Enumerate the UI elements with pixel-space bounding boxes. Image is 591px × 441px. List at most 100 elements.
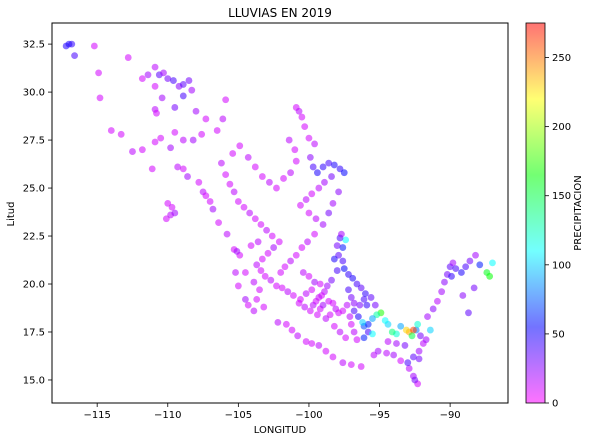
data-point bbox=[148, 165, 156, 173]
data-point bbox=[367, 294, 375, 301]
data-point bbox=[350, 307, 358, 315]
data-point bbox=[415, 355, 423, 363]
y-tick-label: 22.5 bbox=[23, 232, 45, 243]
data-point bbox=[404, 359, 412, 367]
data-point bbox=[251, 163, 259, 171]
data-point bbox=[151, 82, 159, 90]
data-point bbox=[138, 75, 146, 83]
data-point bbox=[257, 267, 265, 274]
data-point bbox=[458, 269, 465, 276]
data-point bbox=[338, 230, 345, 238]
data-point bbox=[363, 301, 371, 309]
data-points bbox=[62, 40, 496, 388]
data-point bbox=[297, 201, 304, 209]
data-point bbox=[179, 165, 187, 173]
data-point bbox=[295, 107, 303, 115]
data-point bbox=[424, 313, 431, 321]
data-point bbox=[305, 272, 313, 280]
data-point bbox=[153, 109, 160, 117]
data-point bbox=[459, 292, 467, 299]
data-point bbox=[345, 271, 352, 278]
data-point bbox=[340, 169, 348, 177]
data-point bbox=[374, 347, 382, 355]
y-tick-label: 20.0 bbox=[23, 280, 45, 291]
data-point bbox=[319, 163, 327, 171]
data-point bbox=[236, 142, 244, 150]
x-tick-label: −105 bbox=[225, 410, 252, 421]
data-point bbox=[369, 315, 376, 322]
data-point bbox=[415, 347, 423, 355]
data-point bbox=[462, 263, 470, 271]
data-point bbox=[434, 297, 441, 305]
colorbar-tick-label: 100 bbox=[552, 260, 571, 271]
data-point bbox=[342, 236, 350, 244]
data-point bbox=[234, 282, 242, 290]
x-axis: −115 −110 −105 −100 −95 −90 bbox=[83, 403, 461, 421]
colorbar-tick-label: 50 bbox=[552, 329, 565, 340]
data-point bbox=[292, 251, 300, 259]
data-point bbox=[470, 284, 478, 292]
data-point bbox=[174, 163, 182, 171]
data-point bbox=[335, 188, 342, 196]
data-point bbox=[486, 272, 494, 280]
data-point bbox=[107, 127, 115, 134]
data-point bbox=[171, 104, 179, 111]
data-point bbox=[340, 265, 348, 273]
data-point bbox=[275, 238, 283, 246]
data-point bbox=[316, 280, 324, 288]
data-point bbox=[322, 315, 330, 322]
data-point bbox=[350, 328, 358, 336]
x-tick-label: −100 bbox=[295, 410, 322, 421]
data-point bbox=[254, 238, 262, 246]
data-point bbox=[429, 305, 437, 313]
data-point bbox=[309, 301, 317, 309]
colorbar bbox=[525, 22, 546, 404]
data-point bbox=[240, 203, 248, 211]
data-point bbox=[449, 259, 457, 267]
colorbar-tick-label: 0 bbox=[552, 399, 558, 410]
data-point bbox=[264, 249, 272, 257]
data-point bbox=[185, 77, 193, 84]
data-point bbox=[198, 130, 206, 138]
data-point bbox=[287, 169, 294, 177]
data-point bbox=[401, 342, 409, 349]
colorbar-axis: 0 50 100 150 200 250 bbox=[545, 53, 571, 410]
colorbar-tick-label: 250 bbox=[552, 53, 571, 64]
colorbar-tick-label: 200 bbox=[552, 122, 571, 133]
data-point bbox=[258, 173, 266, 180]
data-point bbox=[256, 286, 263, 294]
data-point bbox=[353, 336, 361, 344]
data-point bbox=[298, 244, 306, 251]
data-point bbox=[261, 272, 269, 280]
data-point bbox=[268, 232, 276, 240]
data-point bbox=[369, 330, 376, 338]
y-axis-label: Litud bbox=[6, 202, 17, 227]
data-point bbox=[339, 244, 347, 251]
data-point bbox=[353, 280, 361, 288]
data-point bbox=[179, 92, 187, 100]
data-point bbox=[405, 365, 413, 372]
data-point bbox=[314, 311, 321, 319]
data-point bbox=[465, 309, 472, 317]
data-point bbox=[288, 326, 296, 334]
data-point bbox=[90, 42, 98, 50]
data-point bbox=[157, 134, 165, 142]
data-point bbox=[311, 230, 318, 238]
data-point bbox=[388, 328, 396, 336]
data-point bbox=[328, 276, 335, 284]
data-point bbox=[304, 238, 311, 246]
data-point bbox=[308, 286, 316, 294]
data-point bbox=[158, 94, 166, 102]
data-point bbox=[258, 255, 266, 263]
data-point bbox=[336, 328, 344, 336]
data-point bbox=[202, 115, 210, 123]
plot-frame bbox=[51, 22, 509, 404]
data-point bbox=[306, 153, 314, 161]
data-point bbox=[323, 282, 331, 290]
data-point bbox=[270, 244, 278, 251]
colorbar-tick-label: 150 bbox=[552, 191, 571, 202]
data-point bbox=[188, 86, 196, 94]
data-point bbox=[330, 255, 338, 263]
data-point bbox=[319, 221, 327, 228]
data-point bbox=[138, 146, 146, 154]
